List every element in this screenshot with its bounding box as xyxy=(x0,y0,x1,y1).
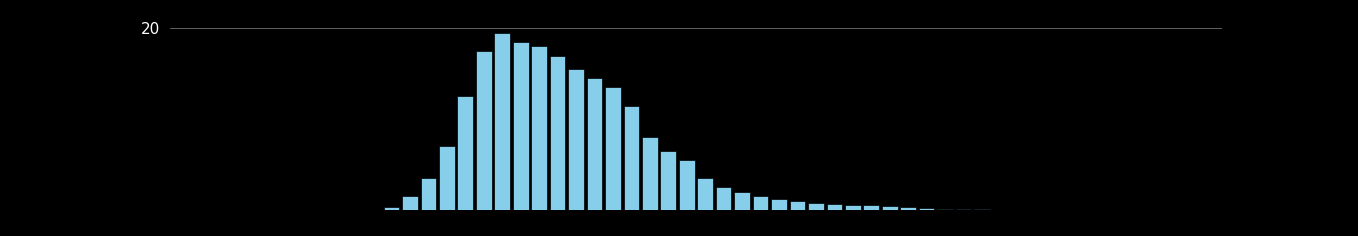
Bar xyxy=(716,187,732,210)
Bar xyxy=(937,209,953,210)
Bar xyxy=(587,78,603,210)
Bar xyxy=(384,207,399,210)
Bar xyxy=(771,199,786,210)
Bar xyxy=(735,192,750,210)
Bar xyxy=(494,33,511,210)
Bar xyxy=(402,196,418,210)
Bar xyxy=(458,97,473,210)
Bar xyxy=(845,205,861,210)
Bar xyxy=(827,204,842,210)
Bar xyxy=(439,146,455,210)
Bar xyxy=(956,209,971,210)
Bar xyxy=(881,206,898,210)
Bar xyxy=(642,137,657,210)
Bar xyxy=(679,160,694,210)
Bar xyxy=(864,206,879,210)
Bar xyxy=(974,209,990,210)
Bar xyxy=(421,178,436,210)
Bar xyxy=(660,151,676,210)
Bar xyxy=(919,208,934,210)
Bar xyxy=(808,203,824,210)
Bar xyxy=(789,201,805,210)
Bar xyxy=(606,87,621,210)
Bar xyxy=(550,55,565,210)
Bar xyxy=(752,196,769,210)
Bar xyxy=(475,51,492,210)
Bar xyxy=(568,69,584,210)
Bar xyxy=(513,42,528,210)
Bar xyxy=(900,207,917,210)
Bar xyxy=(531,46,547,210)
Bar xyxy=(698,178,713,210)
Bar xyxy=(623,105,640,210)
